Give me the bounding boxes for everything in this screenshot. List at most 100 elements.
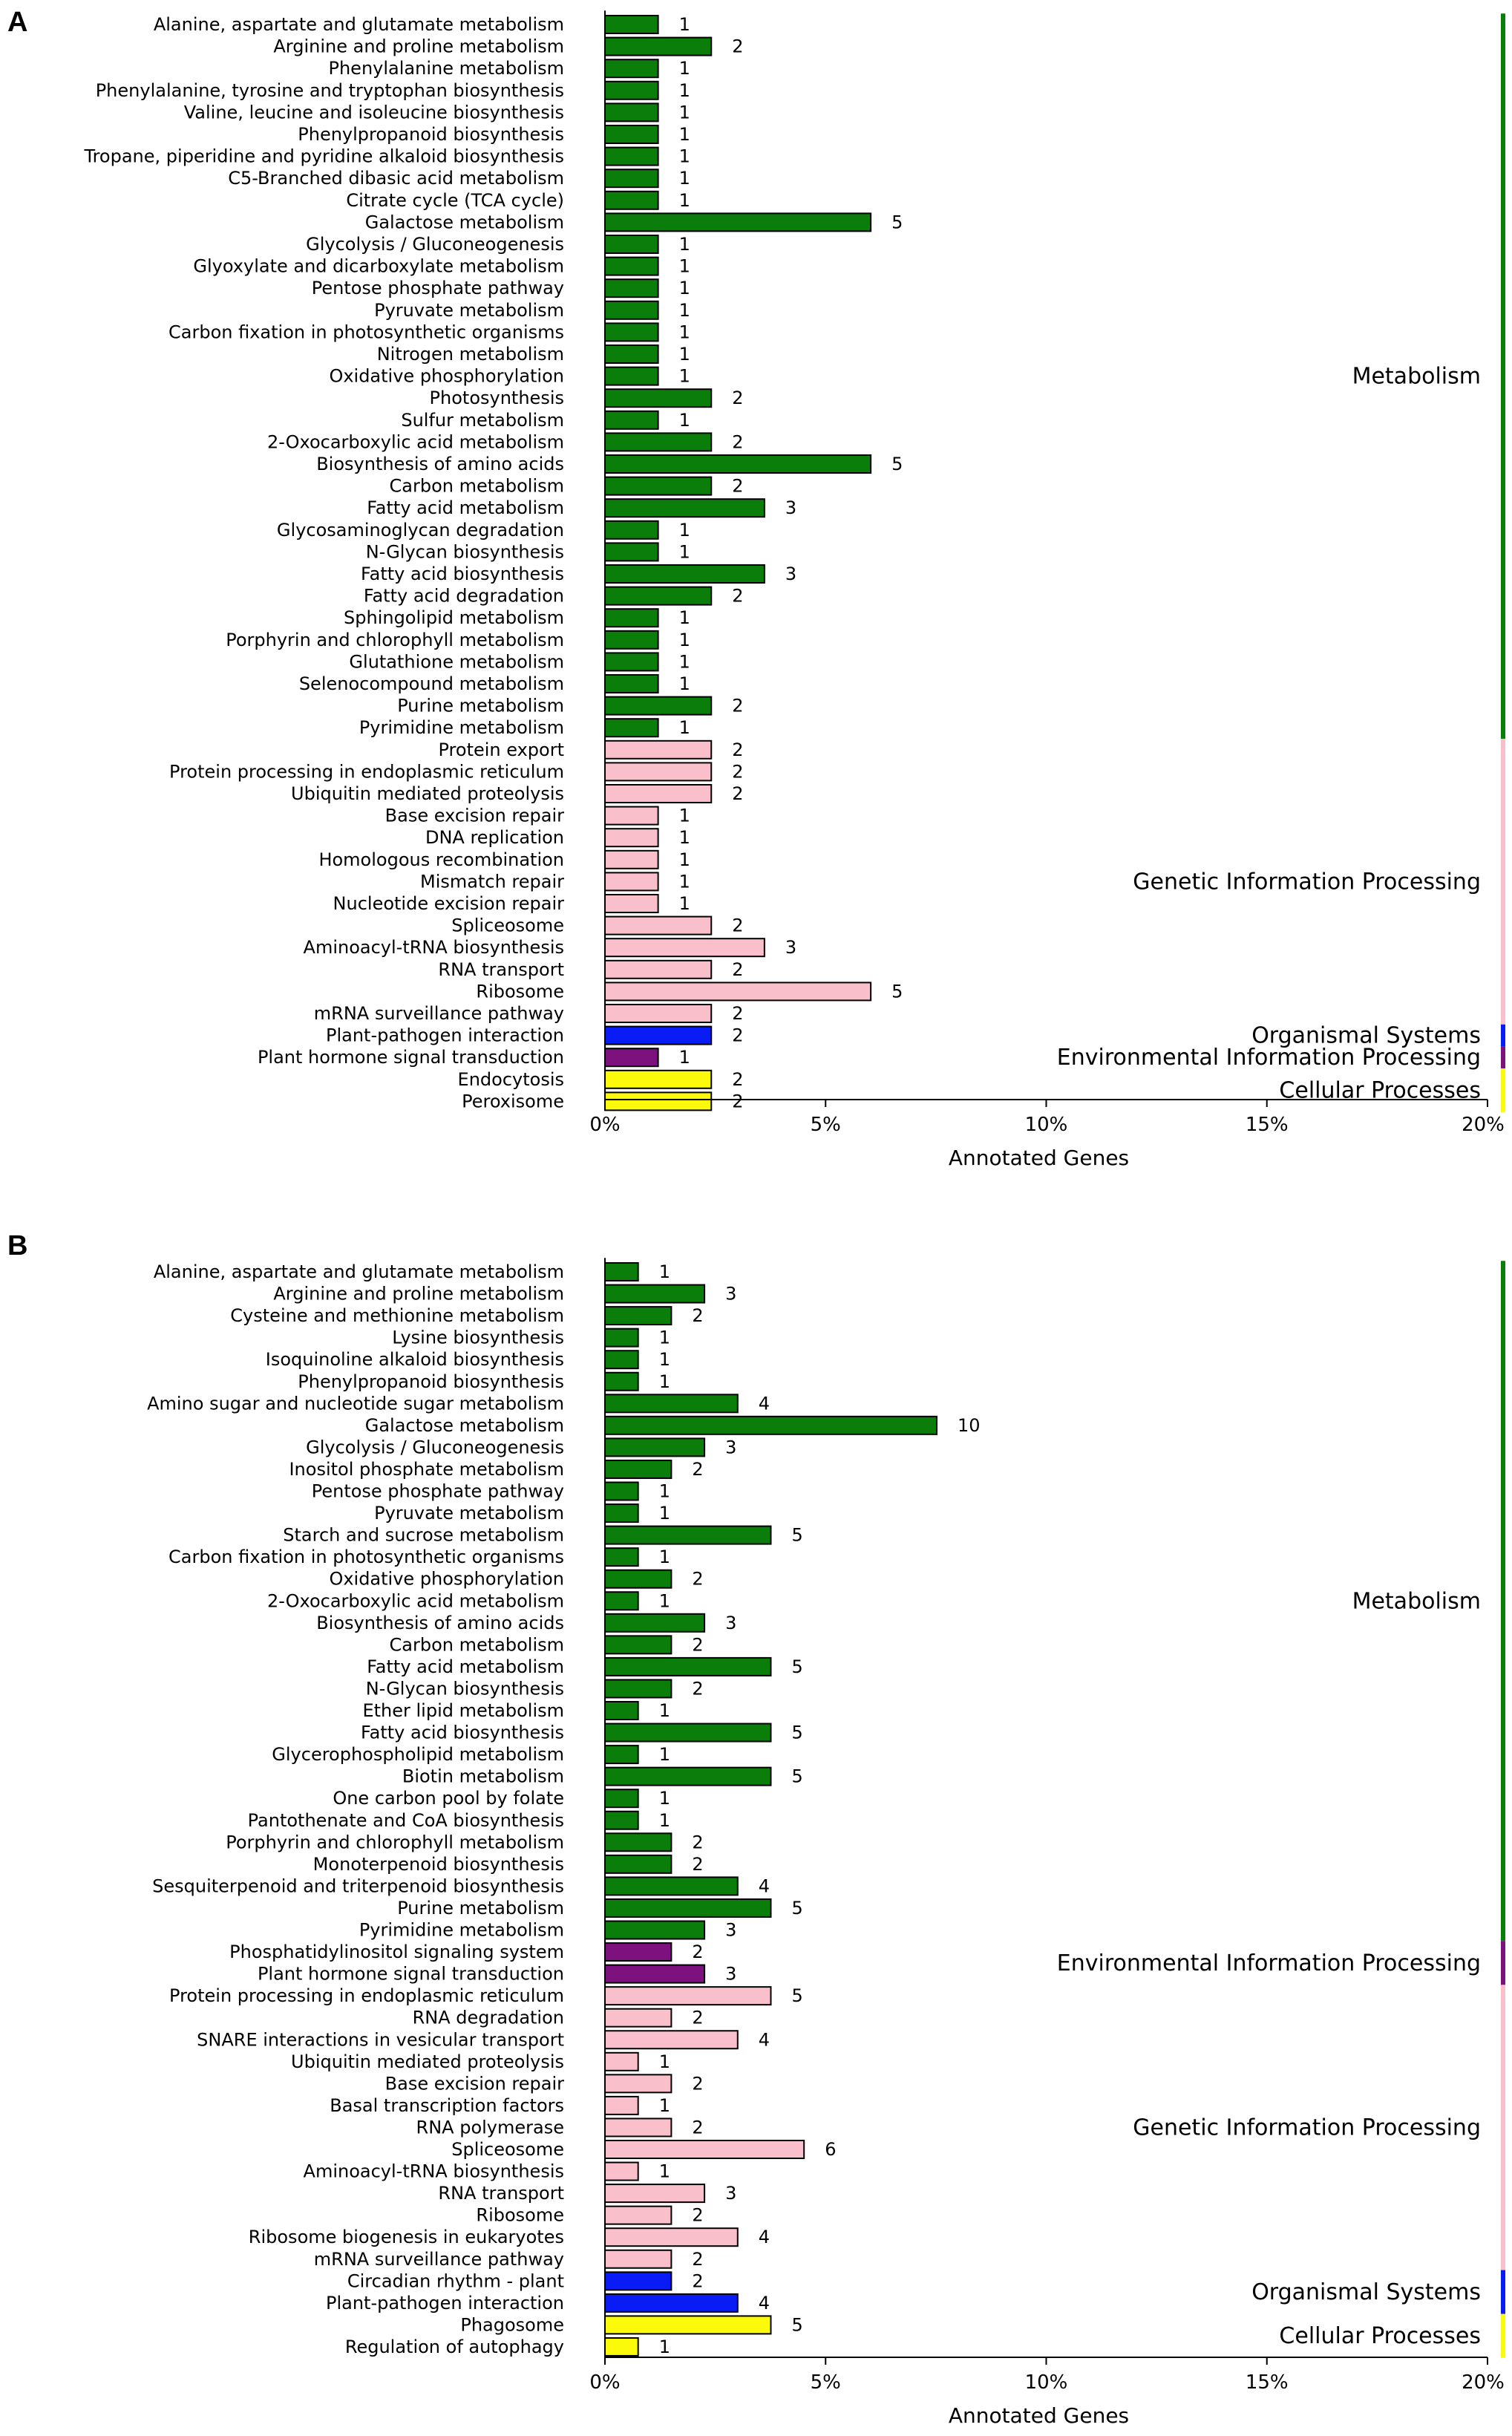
category-label-starch-and-sucrose-metabolism: Starch and sucrose metabolism — [283, 1525, 564, 1546]
bar-row: Base excision repair 2 — [385, 2073, 704, 2094]
group-bracket-cellular-processes — [1501, 2313, 1505, 2358]
bar-row: Plant hormone signal transduction 3 — [258, 1964, 736, 1985]
bar-row: Glycosaminoglycan degradation 1 — [277, 520, 690, 541]
category-label-galactose-metabolism: Galactose metabolism — [365, 1415, 564, 1436]
bar-value: 2 — [692, 1942, 703, 1962]
category-label-phenylpropanoid-biosynthesis: Phenylpropanoid biosynthesis — [298, 124, 564, 145]
category-label-sphingolipid-metabolism: Sphingolipid metabolism — [344, 607, 564, 628]
category-label-c5-branched-dibasic-acid-metabolism: C5-Branched dibasic acid metabolism — [228, 168, 564, 189]
x-tick-label: 0% — [589, 2371, 620, 2394]
bar-fatty-acid-metabolism — [604, 1656, 772, 1676]
bar-row: RNA degradation 2 — [413, 2008, 704, 2028]
bar-2-oxocarboxylic-acid-metabolism — [604, 1591, 639, 1611]
bar-value: 5 — [791, 1766, 802, 1787]
category-label-carbon-metabolism: Carbon metabolism — [390, 476, 565, 497]
bar-plant-hormone-signal-transduction — [604, 1048, 659, 1068]
x-tick-label: 5% — [811, 2371, 841, 2394]
bar-row: Cysteine and methionine metabolism 2 — [230, 1305, 703, 1326]
category-label-base-excision-repair: Base excision repair — [385, 2073, 564, 2094]
category-label-plant-hormone-signal-transduction: Plant hormone signal transduction — [258, 1047, 564, 1068]
category-label-pyrimidine-metabolism: Pyrimidine metabolism — [359, 1920, 564, 1941]
bar-row: Biotin metabolism 5 — [402, 1766, 803, 1787]
category-label-n-glycan-biosynthesis: N-Glycan biosynthesis — [366, 1678, 564, 1699]
bar-value: 1 — [679, 300, 690, 321]
bar-row: Pyruvate metabolism 1 — [374, 1503, 670, 1524]
category-label-ribosome: Ribosome — [476, 981, 564, 1002]
category-label-oxidative-phosphorylation: Oxidative phosphorylation — [329, 1569, 564, 1590]
bar-value: 1 — [659, 1481, 670, 1502]
bar-carbon-fixation-in-photosynthetic-organisms — [604, 322, 659, 342]
bar-row: Ribosome 2 — [476, 2205, 703, 2226]
category-label-inositol-phosphate-metabolism: Inositol phosphate metabolism — [289, 1459, 564, 1480]
category-label-ribosome-biogenesis-in-eukaryotes: Ribosome biogenesis in eukaryotes — [249, 2227, 564, 2247]
bar-value: 2 — [732, 915, 743, 936]
bar-one-carbon-pool-by-folate — [604, 1789, 639, 1809]
group-bracket-organismal-systems — [1501, 2270, 1505, 2314]
group-label-organismal-systems: Organismal Systems — [1251, 1023, 1481, 1049]
bar-mrna-surveillance-pathway — [604, 1004, 713, 1023]
bar-ubiquitin-mediated-proteolysis — [604, 2051, 639, 2071]
bar-porphyrin-and-chlorophyll-metabolism — [604, 1832, 672, 1852]
category-label-homologous-recombination: Homologous recombination — [318, 849, 564, 870]
category-label-ether-lipid-metabolism: Ether lipid metabolism — [362, 1700, 564, 1721]
bar-value: 1 — [679, 168, 690, 189]
category-label-peroxisome: Peroxisome — [462, 1091, 564, 1111]
bar-glycerophospholipid-metabolism — [604, 1745, 639, 1765]
category-label-ubiquitin-mediated-proteolysis: Ubiquitin mediated proteolysis — [291, 2051, 564, 2072]
category-label-ribosome: Ribosome — [476, 2205, 564, 2226]
bar-value: 2 — [692, 1832, 703, 1852]
x-tick-label: 5% — [811, 1114, 841, 1136]
bar-row: Plant-pathogen interaction 4 — [326, 2293, 770, 2313]
bar-starch-and-sucrose-metabolism — [604, 1525, 772, 1545]
bar-row: RNA transport 2 — [438, 959, 743, 980]
bar-spliceosome — [604, 2140, 805, 2159]
bar-row: Ubiquitin mediated proteolysis 1 — [291, 2051, 670, 2072]
group-label-genetic-information-processing: Genetic Information Processing — [1133, 2115, 1481, 2141]
bar-row: SNARE interactions in vesicular transpor… — [197, 2029, 770, 2050]
category-label-aminoacyl-trna-biosynthesis: Aminoacyl-tRNA biosynthesis — [304, 2161, 564, 2182]
bar-value: 1 — [679, 806, 690, 826]
bar-protein-processing-in-endoplasmic-reticulum — [604, 762, 713, 782]
bar-value: 1 — [679, 849, 690, 870]
category-label-biosynthesis-of-amino-acids: Biosynthesis of amino acids — [316, 454, 564, 474]
bar-oxidative-phosphorylation — [604, 1569, 672, 1589]
category-label-purine-metabolism: Purine metabolism — [397, 696, 564, 716]
category-label-fatty-acid-biosynthesis: Fatty acid biosynthesis — [361, 1722, 564, 1743]
bar-row: Fatty acid biosynthesis 5 — [361, 1722, 803, 1743]
category-label-arginine-and-proline-metabolism: Arginine and proline metabolism — [273, 36, 564, 57]
bar-value: 5 — [791, 1722, 802, 1743]
category-label-glycolysis-gluconeogenesis: Glycolysis / Gluconeogenesis — [306, 1437, 564, 1457]
bar-row: Carbon fixation in photosynthetic organi… — [168, 321, 690, 342]
bar-value: 2 — [732, 1025, 743, 1046]
category-label-pentose-phosphate-pathway: Pentose phosphate pathway — [312, 278, 564, 298]
category-label-rna-polymerase: RNA polymerase — [416, 2117, 564, 2138]
bar-purine-metabolism — [604, 696, 713, 716]
bar-sulfur-metabolism — [604, 410, 659, 430]
bar-phosphatidylinositol-signaling-system — [604, 1942, 672, 1962]
bar-row: Monoterpenoid biosynthesis 2 — [313, 1854, 704, 1875]
bar-row: Fatty acid biosynthesis 3 — [361, 564, 796, 584]
bar-row: Pyrimidine metabolism 1 — [359, 717, 690, 738]
category-label-dna-replication: DNA replication — [425, 827, 564, 848]
category-label-carbon-fixation-in-photosynthetic-organisms: Carbon fixation in photosynthetic organi… — [168, 321, 564, 342]
category-label-isoquinoline-alkaloid-biosynthesis: Isoquinoline alkaloid biosynthesis — [266, 1349, 564, 1370]
bar-value: 4 — [759, 1875, 770, 1896]
category-label-regulation-of-autophagy: Regulation of autophagy — [345, 2337, 564, 2357]
bar-sesquiterpenoid-and-triterpenoid-biosynthesis — [604, 1876, 739, 1896]
bar-pantothenate-and-coa-biosynthesis — [604, 1810, 639, 1830]
bar-value: 1 — [679, 541, 690, 562]
bar-row: Starch and sucrose metabolism 5 — [283, 1525, 803, 1546]
category-label-valine-leucine-and-isoleucine-biosynthesis: Valine, leucine and isoleucine biosynthe… — [184, 102, 564, 123]
bar-row: 2-Oxocarboxylic acid metabolism 2 — [267, 431, 744, 452]
category-label-monoterpenoid-biosynthesis: Monoterpenoid biosynthesis — [313, 1854, 564, 1875]
category-label-porphyrin-and-chlorophyll-metabolism: Porphyrin and chlorophyll metabolism — [226, 1832, 564, 1852]
bar-alanine-aspartate-and-glutamate-metabolism — [604, 1262, 639, 1281]
bar-value: 1 — [679, 651, 690, 672]
category-label-sulfur-metabolism: Sulfur metabolism — [401, 410, 564, 431]
bar-c5-branched-dibasic-acid-metabolism — [604, 169, 659, 189]
category-label-lysine-biosynthesis: Lysine biosynthesis — [392, 1328, 564, 1348]
bar-plant-hormone-signal-transduction — [604, 1964, 706, 1984]
category-label-spliceosome: Spliceosome — [451, 2139, 564, 2160]
panel-b: B Alanine, aspartate and glutamate metabo… — [0, 1218, 1512, 2436]
bar-row: Ribosome biogenesis in eukaryotes 4 — [249, 2227, 770, 2247]
